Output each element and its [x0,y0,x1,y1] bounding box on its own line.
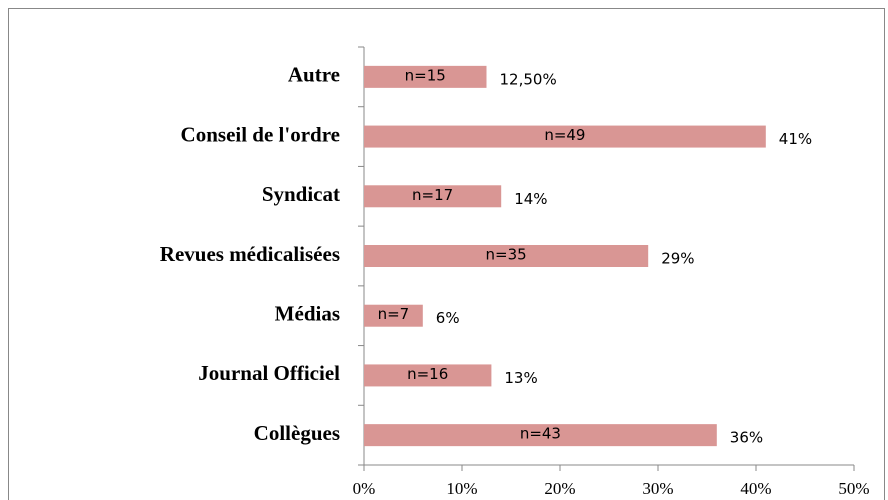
x-tick-label: 40% [740,479,771,498]
bar-label: n=15 [405,66,446,84]
x-tick-label: 10% [446,479,477,498]
bar-label: n=16 [407,365,448,383]
value-label: 13% [504,369,537,387]
bar-label: n=17 [412,186,453,204]
chart-border [8,8,885,500]
bar [364,424,717,447]
value-label: 29% [661,250,694,268]
y-tick-label: Médias [275,302,340,326]
y-tick-label: Journal Officiel [198,361,340,385]
bar-label: n=35 [486,246,527,264]
x-tick-label: 30% [642,479,673,498]
bar-label: n=7 [378,305,410,323]
bar-label: n=43 [520,425,561,443]
bar [364,304,423,327]
y-tick-label: Collègues [254,421,340,445]
y-tick-label: Conseil de l'ordre [181,122,340,146]
value-label: 14% [514,190,547,208]
x-tick-label: 50% [838,479,869,498]
bar [364,125,766,148]
value-label: 41% [779,130,812,148]
y-tick-label: Autre [288,63,340,87]
bar [364,185,502,208]
y-tick-label: Revues médicalisées [160,242,340,266]
value-label: 12,50% [500,70,557,88]
value-label: 6% [436,309,460,327]
x-tick-label: 0% [353,479,376,498]
value-label: 36% [730,429,763,447]
y-tick-label: Syndicat [262,182,340,206]
bar [364,65,487,88]
x-tick-label: 20% [544,479,575,498]
bar-label: n=49 [544,126,585,144]
bar [364,245,649,267]
bar [364,364,492,387]
